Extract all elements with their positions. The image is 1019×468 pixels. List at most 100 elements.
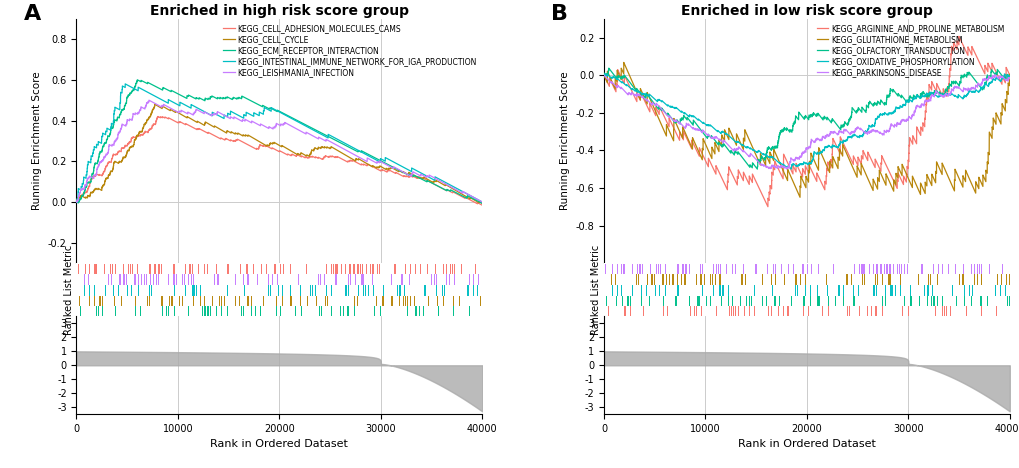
KEGG_INTESTINAL_IMMUNE_NETWORK_FOR_IGA_PRODUCTION [330,136,342,142]
KEGG_LEISHMANIA_INFECTION [70,199,83,205]
KEGG_ARGININE_AND_PROLINE_METABOLISM [1003,72,1015,78]
KEGG_CELL_ADHESION_MOLECULES_CAMS [70,199,83,205]
Line: KEGG_ARGININE_AND_PROLINE_METABOLISM: KEGG_ARGININE_AND_PROLINE_METABOLISM [603,37,1009,207]
KEGG_PARKINSONS_DISEASE [843,131,855,136]
KEGG_LEISHMANIA_INFECTION [262,125,274,131]
KEGG_ECM_RECEPTOR_INTERACTION [70,199,83,205]
KEGG_CELL_CYCLE [361,161,373,167]
KEGG_PARKINSONS_DISEASE [1003,75,1015,81]
KEGG_INTESTINAL_IMMUNE_NETWORK_FOR_IGA_PRODUCTION [449,185,462,191]
KEGG_GLUTATHIONE_METABOLISM [858,168,870,174]
KEGG_CELL_CYCLE [330,147,342,153]
KEGG_CELL_ADHESION_MOLECULES_CAMS [476,202,488,208]
KEGG_CELL_ADHESION_MOLECULES_CAMS [262,144,274,150]
Title: Enriched in low risk score group: Enriched in low risk score group [681,4,932,18]
KEGG_OLFACTORY_TRANSDUCTION [597,73,609,78]
KEGG_ARGININE_AND_PROLINE_METABOLISM [952,34,964,39]
KEGG_OLFACTORY_TRANSDUCTION [750,166,762,172]
KEGG_ECM_RECEPTOR_INTERACTION [449,190,462,196]
Line: KEGG_OXIDATIVE_PHOSPHORYLATION: KEGG_OXIDATIVE_PHOSPHORYLATION [603,74,1009,169]
KEGG_PARKINSONS_DISEASE [789,156,801,161]
KEGG_ARGININE_AND_PROLINE_METABOLISM [976,68,988,74]
KEGG_CELL_ADHESION_MOLECULES_CAMS [449,190,462,196]
KEGG_OXIDATIVE_PHOSPHORYLATION [998,71,1010,77]
Line: KEGG_CELL_ADHESION_MOLECULES_CAMS: KEGG_CELL_ADHESION_MOLECULES_CAMS [76,117,482,205]
KEGG_INTESTINAL_IMMUNE_NETWORK_FOR_IGA_PRODUCTION [171,102,183,108]
Y-axis label: Running Enrichment Score: Running Enrichment Score [559,72,570,210]
KEGG_PARKINSONS_DISEASE [976,77,988,82]
KEGG_ARGININE_AND_PROLINE_METABOLISM [858,151,870,156]
X-axis label: Rank in Ordered Dataset: Rank in Ordered Dataset [738,439,875,449]
Legend: KEGG_ARGININE_AND_PROLINE_METABOLISM, KEGG_GLUTATHIONE_METABOLISM, KEGG_OLFACTOR: KEGG_ARGININE_AND_PROLINE_METABOLISM, KE… [814,22,1005,78]
KEGG_LEISHMANIA_INFECTION [171,109,183,115]
KEGG_OXIDATIVE_PHOSPHORYLATION [785,166,797,172]
KEGG_CELL_CYCLE [70,199,83,205]
KEGG_ECM_RECEPTOR_INTERACTION [262,106,274,111]
KEGG_LEISHMANIA_INFECTION [361,159,373,164]
KEGG_LEISHMANIA_INFECTION [476,199,488,205]
KEGG_OXIDATIVE_PHOSPHORYLATION [858,130,870,135]
KEGG_LEISHMANIA_INFECTION [70,199,83,205]
KEGG_OXIDATIVE_PHOSPHORYLATION [1003,73,1015,79]
Line: KEGG_LEISHMANIA_INFECTION: KEGG_LEISHMANIA_INFECTION [76,100,482,202]
KEGG_LEISHMANIA_INFECTION [330,142,342,148]
KEGG_ARGININE_AND_PROLINE_METABOLISM [789,169,801,175]
KEGG_OXIDATIVE_PHOSPHORYLATION [597,73,609,78]
KEGG_CELL_ADHESION_MOLECULES_CAMS [316,156,328,162]
KEGG_GLUTATHIONE_METABOLISM [618,59,630,65]
KEGG_OLFACTORY_TRANSDUCTION [976,86,988,91]
KEGG_OLFACTORY_TRANSDUCTION [698,133,710,139]
KEGG_ECM_RECEPTOR_INTERACTION [476,200,488,206]
KEGG_INTESTINAL_IMMUNE_NETWORK_FOR_IGA_PRODUCTION [476,199,488,205]
KEGG_CELL_CYCLE [149,102,161,107]
KEGG_OXIDATIVE_PHOSPHORYLATION [976,84,988,90]
KEGG_GLUTATHIONE_METABOLISM [888,179,900,184]
KEGG_CELL_ADHESION_MOLECULES_CAMS [152,114,164,119]
KEGG_ECM_RECEPTOR_INTERACTION [131,77,144,83]
Text: A: A [23,4,41,24]
KEGG_LEISHMANIA_INFECTION [316,136,328,142]
KEGG_PARKINSONS_DISEASE [780,166,792,172]
KEGG_OLFACTORY_TRANSDUCTION [843,117,855,123]
Line: KEGG_ECM_RECEPTOR_INTERACTION: KEGG_ECM_RECEPTOR_INTERACTION [76,80,482,203]
KEGG_GLUTATHIONE_METABOLISM [793,195,805,200]
KEGG_ECM_RECEPTOR_INTERACTION [330,138,342,144]
KEGG_ARGININE_AND_PROLINE_METABOLISM [698,157,710,163]
KEGG_OLFACTORY_TRANSDUCTION [602,66,614,71]
KEGG_PARKINSONS_DISEASE [597,73,609,78]
KEGG_CELL_CYCLE [262,143,274,148]
KEGG_PARKINSONS_DISEASE [858,130,870,135]
KEGG_LEISHMANIA_INFECTION [449,187,462,192]
KEGG_INTESTINAL_IMMUNE_NETWORK_FOR_IGA_PRODUCTION [71,199,84,205]
KEGG_CELL_CYCLE [171,110,183,115]
Line: KEGG_INTESTINAL_IMMUNE_NETWORK_FOR_IGA_PRODUCTION: KEGG_INTESTINAL_IMMUNE_NETWORK_FOR_IGA_P… [76,84,482,202]
KEGG_OLFACTORY_TRANSDUCTION [789,114,801,119]
KEGG_ECM_RECEPTOR_INTERACTION [171,91,183,96]
Y-axis label: Ranked List Metric: Ranked List Metric [591,245,600,335]
KEGG_ARGININE_AND_PROLINE_METABOLISM [843,154,855,159]
KEGG_OXIDATIVE_PHOSPHORYLATION [789,163,801,169]
KEGG_INTESTINAL_IMMUNE_NETWORK_FOR_IGA_PRODUCTION [262,107,274,113]
KEGG_OLFACTORY_TRANSDUCTION [858,108,870,113]
Legend: KEGG_CELL_ADHESION_MOLECULES_CAMS, KEGG_CELL_CYCLE, KEGG_ECM_RECEPTOR_INTERACTIO: KEGG_CELL_ADHESION_MOLECULES_CAMS, KEGG_… [221,22,478,78]
Line: KEGG_PARKINSONS_DISEASE: KEGG_PARKINSONS_DISEASE [603,75,1009,169]
KEGG_OXIDATIVE_PHOSPHORYLATION [843,134,855,140]
KEGG_LEISHMANIA_INFECTION [143,97,155,103]
KEGG_ARGININE_AND_PROLINE_METABOLISM [597,73,609,78]
KEGG_ARGININE_AND_PROLINE_METABOLISM [761,204,773,210]
KEGG_CELL_ADHESION_MOLECULES_CAMS [361,162,373,168]
KEGG_CELL_CYCLE [316,144,328,149]
KEGG_PARKINSONS_DISEASE [987,72,1000,78]
KEGG_INTESTINAL_IMMUNE_NETWORK_FOR_IGA_PRODUCTION [70,199,83,205]
KEGG_CELL_CYCLE [476,200,488,206]
Text: B: B [550,4,568,24]
KEGG_OXIDATIVE_PHOSPHORYLATION [698,121,710,127]
KEGG_INTESTINAL_IMMUNE_NETWORK_FOR_IGA_PRODUCTION [361,152,373,158]
KEGG_INTESTINAL_IMMUNE_NETWORK_FOR_IGA_PRODUCTION [316,132,328,138]
KEGG_GLUTATHIONE_METABOLISM [843,157,855,163]
KEGG_GLUTATHIONE_METABOLISM [789,185,801,191]
KEGG_OXIDATIVE_PHOSPHORYLATION [888,109,900,115]
Line: KEGG_OLFACTORY_TRANSDUCTION: KEGG_OLFACTORY_TRANSDUCTION [603,68,1009,169]
KEGG_OLFACTORY_TRANSDUCTION [888,89,900,95]
KEGG_ECM_RECEPTOR_INTERACTION [476,199,488,205]
